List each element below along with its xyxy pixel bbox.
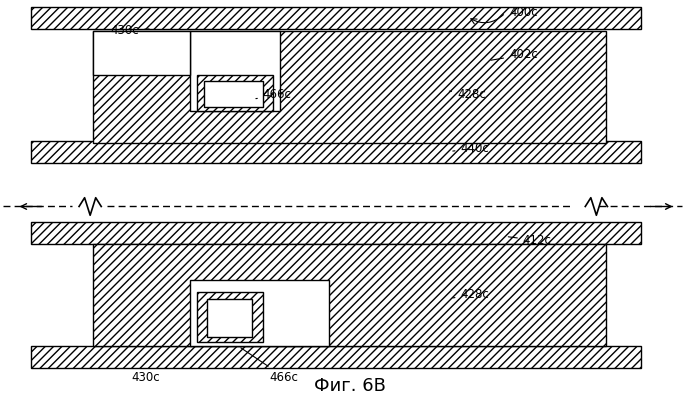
Text: 402c: 402c	[491, 48, 538, 61]
Bar	[190, 280, 329, 346]
Bar	[31, 222, 641, 245]
Bar	[197, 292, 263, 342]
Bar	[31, 346, 641, 368]
Bar	[93, 245, 606, 346]
Bar	[31, 7, 641, 29]
Text: 412c: 412c	[508, 234, 552, 247]
Bar	[93, 31, 606, 143]
Text: 466c: 466c	[256, 88, 291, 101]
Bar	[190, 31, 280, 111]
Bar	[31, 141, 641, 162]
Text: 430c: 430c	[110, 24, 149, 37]
Text: 430c: 430c	[131, 367, 166, 384]
Text: 466c: 466c	[241, 348, 298, 384]
Text: 400c: 400c	[509, 6, 538, 19]
Bar	[204, 81, 263, 107]
Text: 428c: 428c	[453, 288, 489, 301]
Bar	[197, 75, 273, 111]
Text: 440c: 440c	[453, 142, 489, 155]
Bar	[208, 299, 252, 337]
Bar	[93, 31, 190, 75]
Text: Фиг. 6B: Фиг. 6B	[314, 377, 385, 395]
Text: 428c: 428c	[449, 88, 486, 101]
